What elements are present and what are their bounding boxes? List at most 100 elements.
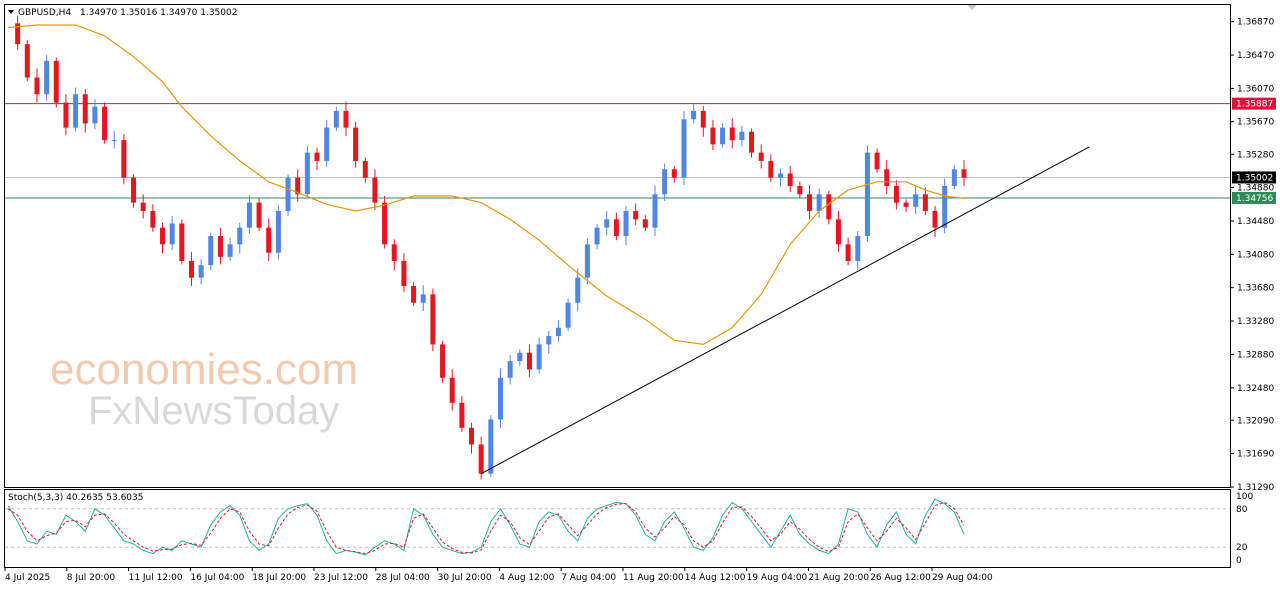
stoch-tick-label: 80: [1236, 505, 1248, 515]
time-tick-label: 19 Aug 04:00: [747, 573, 808, 583]
candle-body: [700, 110, 706, 128]
candle-body: [942, 185, 948, 228]
price-tick-label: 1.32090: [1237, 416, 1274, 426]
candle-body: [584, 244, 590, 278]
price-tick-label: 1.32480: [1237, 384, 1274, 394]
candle-body: [517, 352, 523, 362]
price-tick-label: 1.32880: [1237, 350, 1274, 360]
stoch-tick-label: 100: [1236, 492, 1253, 502]
candle-body: [131, 177, 137, 203]
price-marker-box: [1232, 191, 1276, 204]
stochastic-panel[interactable]: [4, 489, 1231, 568]
candle-body: [391, 244, 397, 262]
support-trendline[interactable]: [480, 146, 1090, 475]
candles: [15, 15, 967, 480]
candle-body: [237, 227, 243, 245]
price-tick-label: 1.31690: [1237, 450, 1274, 460]
candle-body: [922, 194, 928, 211]
time-tick-label: 21 Aug 20:00: [808, 573, 869, 583]
candle-body: [382, 202, 388, 245]
candle-body: [285, 177, 291, 211]
candle-body: [951, 169, 957, 186]
trendline[interactable]: [480, 146, 1090, 475]
price-axis: 1.36870 1.36470 1.36070 1.35670 1.35280 1.348…: [1230, 18, 1274, 493]
stoch-d-line: [7, 501, 965, 555]
candle-body: [478, 444, 484, 474]
candle-body: [24, 44, 30, 78]
candle-body: [15, 23, 21, 45]
candle-body: [864, 152, 870, 236]
candle-body: [102, 106, 108, 141]
candle-body: [604, 219, 610, 228]
time-tick-label: 23 Jul 12:00: [314, 573, 368, 583]
symbol-dropdown-icon[interactable]: [8, 10, 14, 14]
candle-body: [671, 169, 677, 178]
candle-body: [720, 127, 726, 145]
candle-body: [324, 127, 330, 161]
stochastic-label: Stoch(5,3,3) 40.2635 53.6035: [8, 493, 143, 503]
candle-body: [497, 377, 503, 420]
candle-body: [275, 210, 281, 253]
candle-body: [246, 202, 252, 228]
price-tick-label: 1.35280: [1237, 150, 1274, 160]
candle-body: [179, 223, 185, 262]
candle-body: [314, 152, 320, 161]
price-tick-label: 1.36470: [1237, 51, 1274, 61]
candle-body: [304, 152, 310, 195]
candle-body: [526, 352, 532, 370]
candle-body: [623, 210, 629, 236]
candle-body: [82, 94, 88, 124]
candle-body: [797, 185, 803, 195]
time-tick-label: 28 Jul 04:00: [376, 573, 430, 583]
candle-body: [662, 169, 668, 195]
candle-body: [768, 160, 774, 178]
watermark-economies: economies.com: [50, 345, 358, 394]
candle-body: [913, 194, 919, 207]
price-tick-label: 1.33280: [1237, 317, 1274, 327]
candle-body: [778, 173, 784, 178]
candle-body: [565, 302, 571, 328]
candle-body: [884, 169, 890, 186]
stoch-tick-label: 0: [1236, 556, 1242, 566]
scroll-marker-icon[interactable]: [967, 5, 977, 10]
stochastic-axis: 100 80 20 0: [1236, 492, 1253, 566]
candle-body: [160, 227, 166, 245]
time-tick-label: 26 Aug 12:00: [870, 573, 931, 583]
candle-body: [169, 223, 175, 245]
stoch-k-line: [7, 498, 965, 556]
price-marker-box: [1232, 171, 1276, 184]
candle-body: [343, 110, 349, 128]
moving-average: [7, 24, 965, 346]
candle-body: [893, 185, 899, 203]
candle-body: [874, 152, 880, 170]
stoch-tick-label: 20: [1236, 543, 1248, 553]
candle-body: [440, 344, 446, 378]
time-tick-label: 11 Aug 20:00: [623, 573, 684, 583]
price-marker-box: [1232, 97, 1276, 110]
candle-body: [150, 210, 156, 228]
candle-body: [681, 119, 687, 178]
ma-line: [7, 24, 965, 346]
candle-body: [536, 344, 542, 370]
time-tick-label: 7 Aug 04:00: [561, 573, 616, 583]
candle-body: [256, 202, 262, 228]
candle-body: [710, 127, 716, 145]
price-marker-label: 1.35002: [1236, 173, 1273, 183]
candle-body: [449, 377, 455, 403]
candle-body: [488, 419, 494, 474]
price-tick-label: 1.34080: [1237, 250, 1274, 260]
candle-body: [362, 160, 368, 178]
candle-body: [613, 219, 619, 236]
candle-body: [188, 261, 194, 278]
time-tick-label: 11 Jul 12:00: [129, 573, 183, 583]
chart-ohlc: 1.34970 1.35016 1.34970 1.35002: [80, 8, 237, 18]
candle-body: [787, 173, 793, 186]
watermark-fxnewstoday: FxNewsToday: [88, 389, 339, 433]
candle-body: [372, 177, 378, 203]
horizontal-levels[interactable]: [5, 103, 1230, 199]
candle-body: [111, 140, 117, 142]
price-marker-label: 1.34756: [1236, 194, 1273, 204]
candle-body: [546, 336, 552, 345]
price-tick-label: 1.36070: [1237, 84, 1274, 94]
